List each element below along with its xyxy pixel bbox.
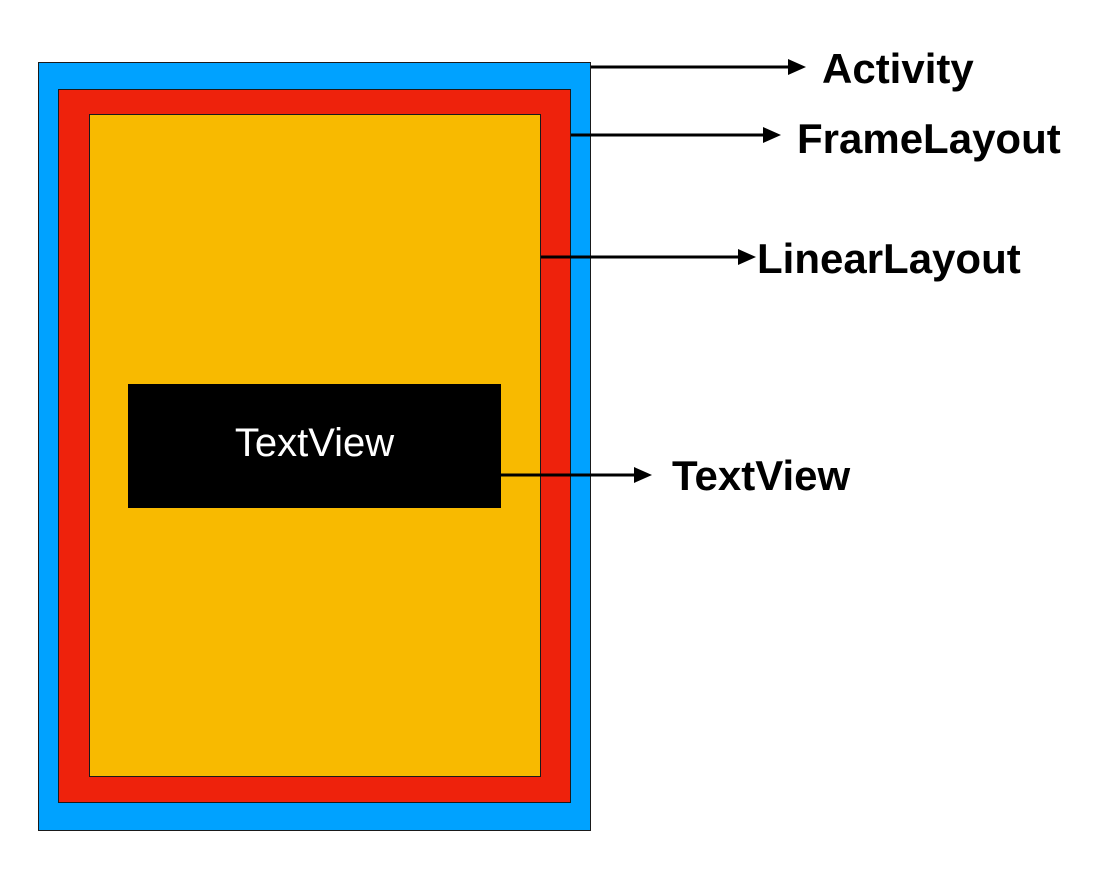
- framelayout-arrowhead: [763, 127, 781, 143]
- activity-arrowhead: [788, 59, 806, 75]
- textview-box-text: TextView: [234, 421, 395, 465]
- linearlayout-arrowhead: [738, 249, 756, 265]
- activity-label: Activity: [822, 45, 974, 92]
- textview-arrowhead: [634, 467, 652, 483]
- textview-label: TextView: [672, 452, 851, 499]
- linearlayout-label: LinearLayout: [757, 235, 1021, 282]
- framelayout-label: FrameLayout: [797, 115, 1061, 162]
- textview-box: TextView: [128, 384, 501, 508]
